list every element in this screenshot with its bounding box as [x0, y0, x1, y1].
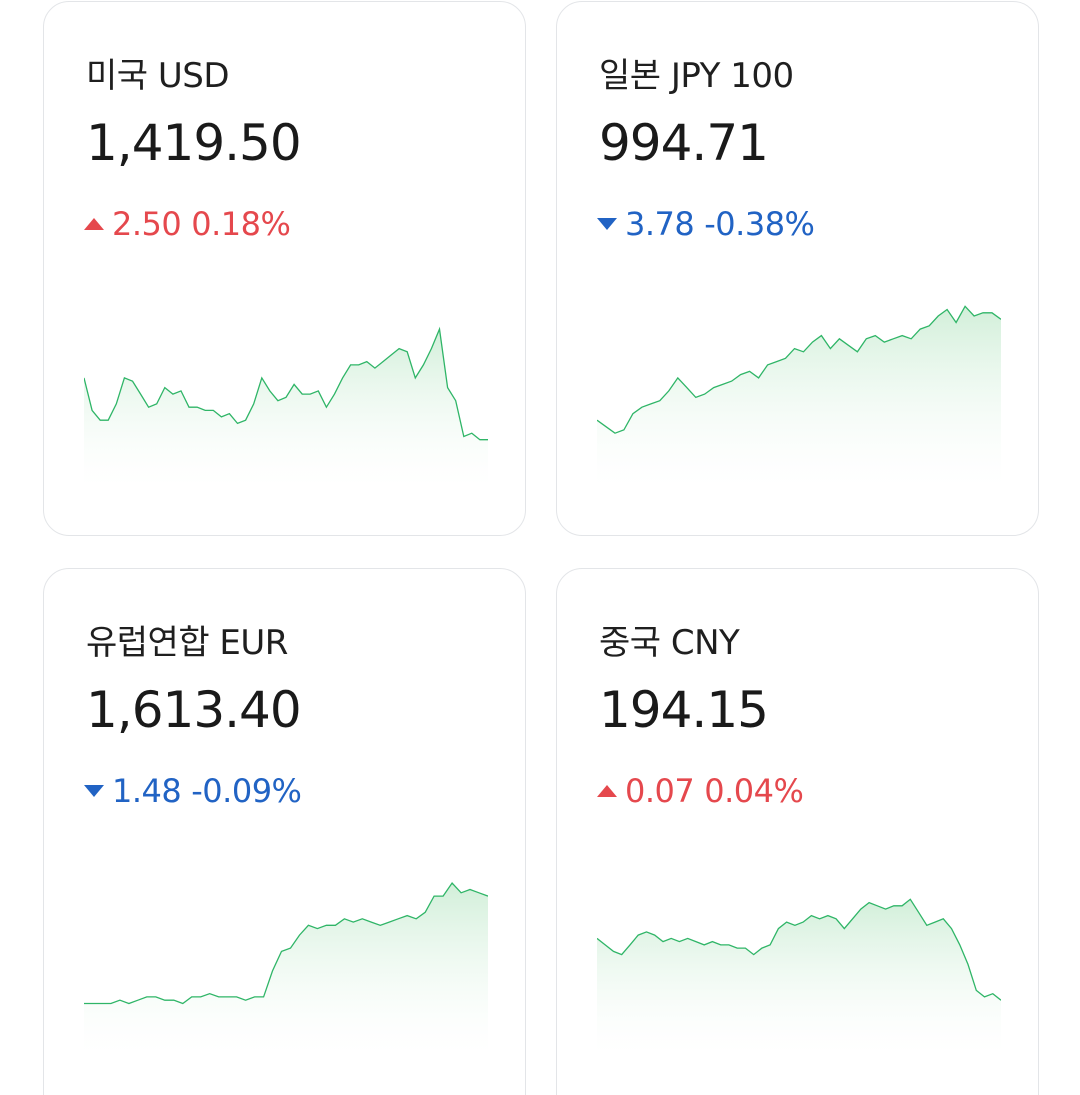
change-percent: 0.18% — [191, 205, 291, 243]
sparkline-area — [84, 329, 488, 487]
currency-name: 미국 USD — [86, 56, 230, 96]
sparkline-area — [597, 306, 1001, 487]
currency-name: 유럽연합 EUR — [86, 623, 288, 663]
triangle-down-icon — [84, 785, 104, 797]
change-row: 2.50 0.18% — [84, 205, 291, 243]
triangle-down-icon — [597, 218, 617, 230]
change-row: 0.07 0.04% — [597, 772, 804, 810]
exchange-rate: 194.15 — [599, 681, 769, 739]
sparkline-line — [84, 326, 488, 441]
sparkline-chart — [84, 326, 488, 487]
change-value: 0.07 — [625, 772, 695, 810]
sparkline-chart — [597, 898, 1001, 1054]
triangle-up-icon — [597, 785, 617, 797]
sparkline-chart — [84, 881, 488, 1054]
currency-card-jpy[interactable]: 일본 JPY 100 994.71 3.78 -0.38% — [556, 1, 1039, 536]
change-row: 3.78 -0.38% — [597, 205, 815, 243]
currency-card-usd[interactable]: 미국 USD 1,419.50 2.50 0.18% — [43, 1, 526, 536]
sparkline-line — [84, 881, 488, 1005]
sparkline-line — [597, 305, 1001, 434]
currency-name: 일본 JPY 100 — [599, 56, 794, 96]
exchange-rate: 994.71 — [599, 114, 769, 172]
change-row: 1.48 -0.09% — [84, 772, 302, 810]
sparkline-area — [597, 899, 1001, 1054]
exchange-rate: 1,419.50 — [86, 114, 302, 172]
exchange-rate: 1,613.40 — [86, 681, 302, 739]
sparkline-chart — [597, 305, 1001, 487]
triangle-up-icon — [84, 218, 104, 230]
sparkline-area — [84, 883, 488, 1054]
change-value: 2.50 — [112, 205, 182, 243]
sparkline-line — [597, 898, 1001, 1001]
change-value: 1.48 — [112, 772, 182, 810]
change-percent: 0.04% — [704, 772, 804, 810]
change-percent: -0.38% — [704, 205, 815, 243]
change-value: 3.78 — [625, 205, 695, 243]
currency-card-cny[interactable]: 중국 CNY 194.15 0.07 0.04% — [556, 568, 1039, 1095]
currency-card-eur[interactable]: 유럽연합 EUR 1,613.40 1.48 -0.09% — [43, 568, 526, 1095]
change-percent: -0.09% — [191, 772, 302, 810]
currency-name: 중국 CNY — [599, 623, 740, 663]
